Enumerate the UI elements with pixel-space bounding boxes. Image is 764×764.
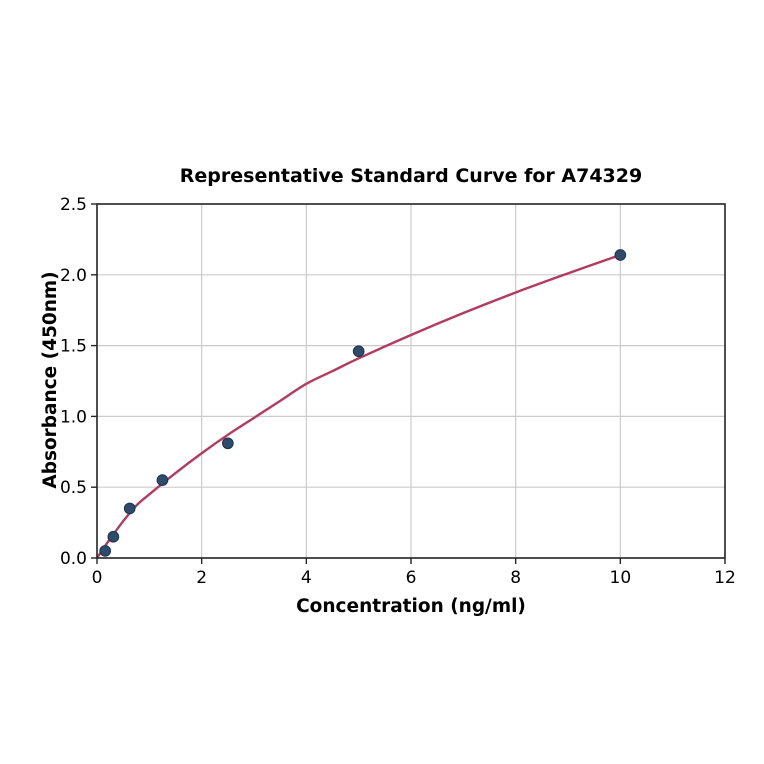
data-point: [107, 530, 120, 543]
y-tick-label: 0.5: [60, 478, 87, 498]
x-tick-label: 4: [301, 568, 312, 588]
fit-curve: [97, 253, 622, 558]
fit-curve-layer: [97, 253, 622, 558]
data-point: [352, 345, 365, 358]
y-tick-label: 1.5: [60, 337, 87, 357]
data-point: [123, 502, 136, 515]
axes-layer: 0 2 4 6 8 10 12 0.0 0.5 1.0 1.5 2.0 2.5: [60, 195, 736, 588]
data-point: [99, 545, 112, 557]
data-points-layer: [99, 249, 627, 557]
data-point: [156, 474, 169, 486]
y-axis-label: Absorbance (450nm): [40, 271, 61, 488]
y-tick-label: 1.0: [60, 407, 87, 427]
x-tick-label: 2: [196, 568, 207, 588]
grid-lines: [96, 203, 726, 559]
x-axis-label: Concentration (ng/ml): [296, 596, 526, 617]
chart-title: Representative Standard Curve for A74329: [180, 165, 642, 187]
y-tick-label: 0.0: [60, 549, 87, 569]
x-tick-label: 6: [406, 568, 417, 588]
y-tick-label: 2.5: [60, 195, 87, 215]
data-point: [221, 437, 234, 450]
x-tick-label: 10: [610, 568, 632, 588]
x-tick-label: 12: [714, 568, 736, 588]
y-tick-label: 2.0: [60, 266, 87, 286]
x-tick-label: 0: [92, 568, 103, 588]
x-tick-label: 8: [510, 568, 521, 588]
data-point: [614, 249, 627, 261]
